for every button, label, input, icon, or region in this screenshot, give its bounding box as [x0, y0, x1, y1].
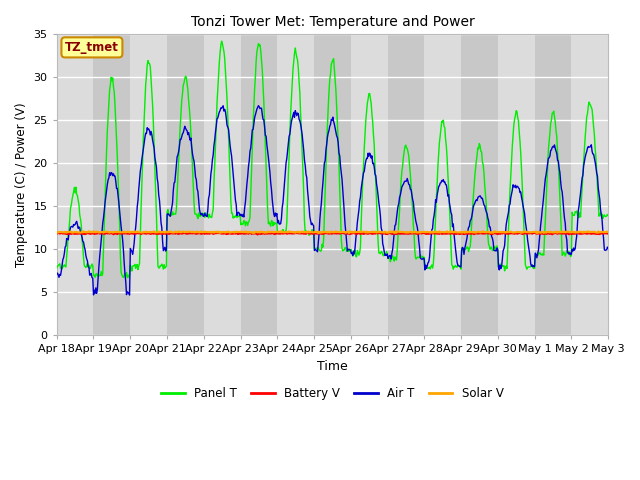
Bar	[93, 35, 130, 336]
Y-axis label: Temperature (C) / Power (V): Temperature (C) / Power (V)	[15, 103, 28, 267]
Bar	[388, 35, 424, 336]
Text: TZ_tmet: TZ_tmet	[65, 41, 119, 54]
Title: Tonzi Tower Met: Temperature and Power: Tonzi Tower Met: Temperature and Power	[191, 15, 474, 29]
Bar	[241, 35, 277, 336]
Bar	[167, 35, 204, 336]
Bar	[534, 35, 572, 336]
Bar	[314, 35, 351, 336]
Legend: Panel T, Battery V, Air T, Solar V: Panel T, Battery V, Air T, Solar V	[156, 382, 509, 405]
Bar	[461, 35, 498, 336]
X-axis label: Time: Time	[317, 360, 348, 373]
